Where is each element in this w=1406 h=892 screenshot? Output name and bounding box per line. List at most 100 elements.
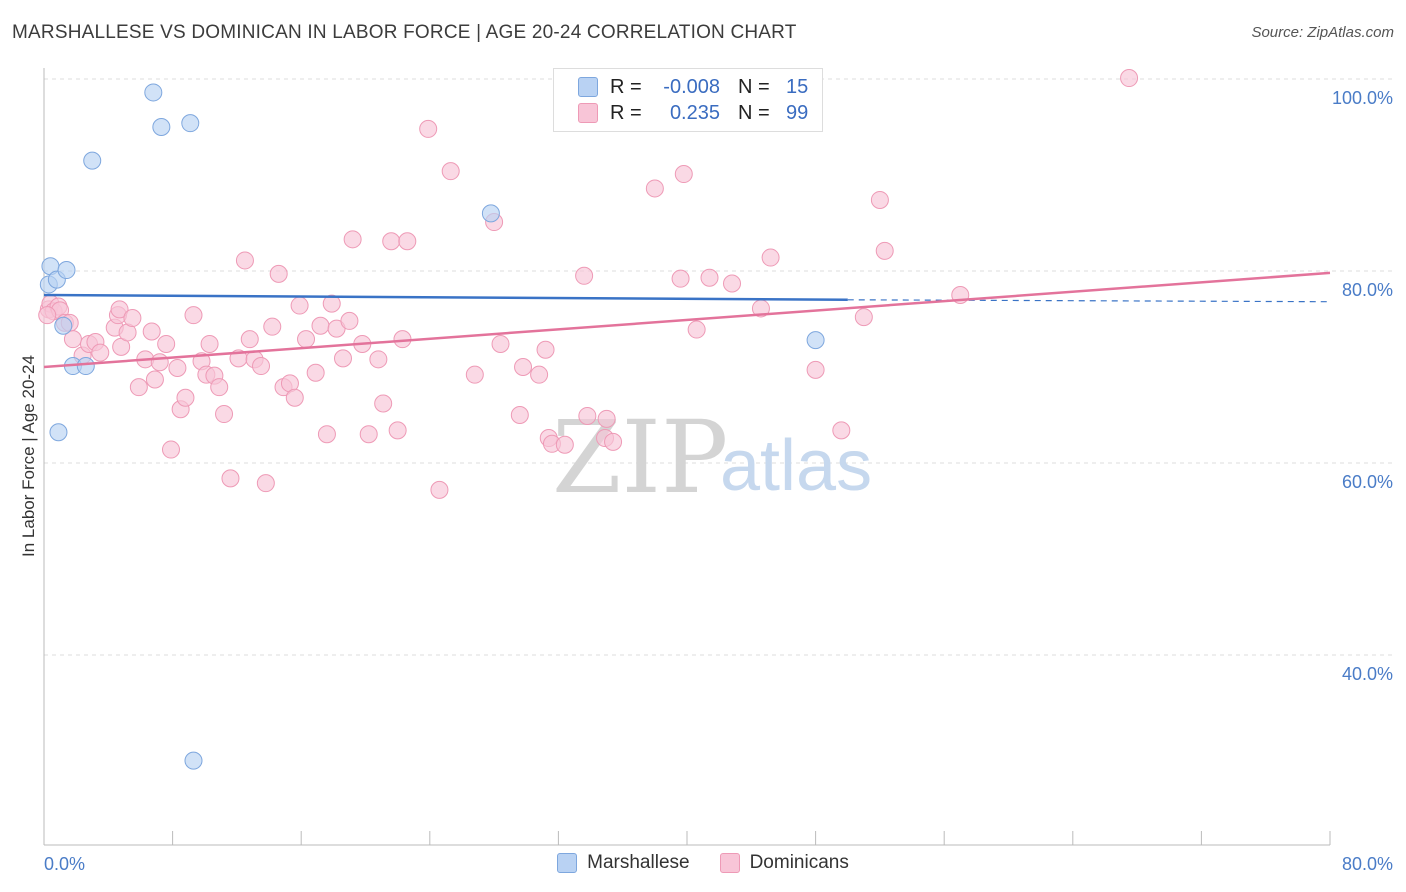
dominicans-point [761, 248, 780, 267]
dominicans-point [374, 394, 393, 413]
dominicans-point [441, 162, 460, 181]
y-axis-title: In Labor Force | Age 20-24 [19, 355, 38, 557]
legend-r-label: R = [610, 101, 642, 124]
dominicans-point [200, 334, 219, 353]
dominicans-point [875, 241, 894, 260]
dominicans-point [142, 322, 161, 341]
marshallese-point [481, 204, 500, 223]
dominicans-point [645, 179, 664, 198]
dominicans-point [269, 264, 288, 283]
legend-n-value: 15 [786, 75, 809, 98]
dominicans-point [285, 388, 304, 407]
gridlines [44, 78, 1393, 656]
dominicans-trend-line [43, 271, 1331, 369]
dominicans-point [252, 357, 271, 376]
dominicans-point [674, 165, 693, 184]
dominicans-point [491, 334, 510, 353]
dominicans-point [110, 300, 129, 319]
dominicans-point [263, 317, 282, 336]
dominicans-point [145, 370, 164, 389]
dominicans-point [687, 320, 706, 339]
marshallese-point [57, 261, 76, 280]
y-tick-label: 80.0% [1342, 280, 1393, 300]
dominicans-point [123, 309, 142, 328]
legend-row-dominicans: R = 0.235 N = 99 [578, 101, 826, 125]
dominicans-point [333, 349, 352, 368]
legend-r-label: R = [610, 75, 642, 98]
marshallese-point [184, 751, 203, 770]
legend-n-value: 99 [786, 101, 809, 124]
dominicans-point [723, 274, 742, 293]
legend-r-value: -0.008 [663, 75, 720, 98]
dominicans-point [671, 269, 690, 288]
dominicans-point [578, 406, 597, 425]
source-label: Source: ZipAtlas.com [1251, 24, 1394, 41]
dominicans-point [430, 480, 449, 499]
marshallese-trend-line [43, 293, 848, 302]
legend-n-label: N = [738, 101, 770, 124]
dominicans-legend-swatch [719, 853, 740, 873]
legend-item-marshallese[interactable]: Marshallese [557, 852, 690, 874]
dominicans-point [161, 440, 180, 459]
legend-label-marshallese: Marshallese [587, 852, 690, 873]
dominicans-point [1120, 69, 1139, 88]
marshallese-point [152, 118, 171, 136]
y-tick-label: 40.0% [1342, 664, 1393, 684]
dominicans-point [176, 388, 195, 407]
y-tick-label: 100.0% [1332, 88, 1393, 108]
x-ticks [43, 831, 1331, 845]
dominicans-point [369, 350, 388, 369]
dominicans-point [215, 405, 234, 424]
dominicans-point [322, 294, 341, 313]
marshallese-point [806, 331, 825, 350]
dominicans-point [419, 119, 438, 138]
dominicans-point [235, 251, 254, 270]
dominicans-points [38, 69, 1139, 499]
dominicans-point [555, 435, 574, 454]
marshallese-point [144, 83, 163, 102]
chart-title: MARSHALLESE VS DOMINICAN IN LABOR FORCE … [12, 22, 797, 43]
dominicans-point [184, 306, 203, 325]
dominicans-point [700, 268, 719, 287]
dominicans-point [340, 311, 359, 330]
dominicans-point [514, 358, 533, 376]
dominicans-point [854, 308, 873, 327]
marshallese-swatch [578, 77, 598, 97]
dominicans-point [317, 425, 336, 444]
marshallese-point [54, 316, 73, 335]
dominicans-point [256, 474, 275, 493]
legend-item-dominicans[interactable]: Dominicans [719, 852, 849, 874]
dominicans-point [311, 316, 330, 335]
legend-n-label: N = [738, 75, 770, 98]
dominicans-point [221, 469, 240, 488]
marshallese-points [39, 83, 825, 770]
dominicans-point [240, 330, 259, 349]
dominicans-point [398, 232, 417, 251]
dominicans-point [91, 343, 110, 362]
dominicans-point [306, 363, 325, 382]
dominicans-point [297, 330, 316, 349]
dominicans-point [210, 378, 229, 397]
dominicans-point [359, 425, 378, 444]
marshallese-point [83, 151, 102, 170]
dominicans-point [38, 306, 57, 325]
dominicans-point [806, 360, 825, 379]
legend-r-value: 0.235 [669, 101, 720, 124]
marshallese-trend-extension [847, 299, 1331, 303]
dominicans-point [870, 190, 889, 209]
dominicans-point [290, 296, 309, 315]
dominicans-point [388, 421, 407, 440]
marshallese-point [76, 357, 95, 376]
marshallese-point [181, 114, 200, 133]
x-tick-label-min: 0.0% [44, 854, 85, 874]
y-tick-label: 60.0% [1342, 472, 1393, 492]
marshallese-point [49, 423, 68, 442]
dominicans-point [575, 266, 594, 285]
dominicans-point [465, 365, 484, 384]
dominicans-point [510, 406, 529, 424]
marshallese-legend-swatch [557, 853, 578, 873]
dominicans-point [343, 230, 362, 249]
dominicans-point [157, 334, 176, 353]
watermark-atlas: atlas [720, 426, 872, 506]
